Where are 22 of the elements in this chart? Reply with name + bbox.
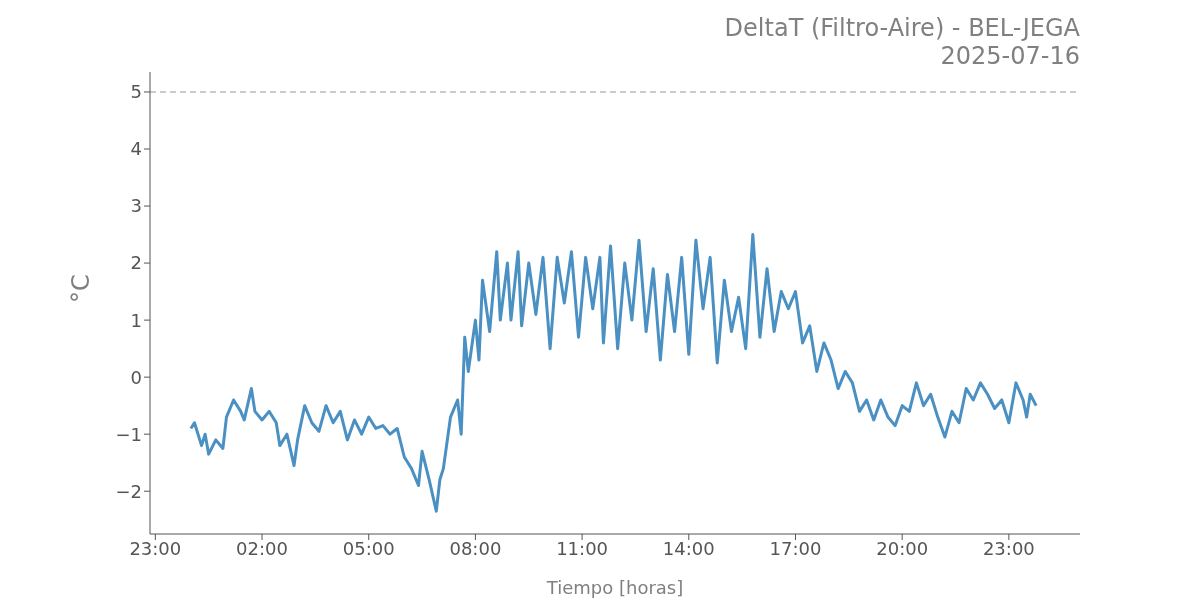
x-tick-label: 08:00 — [449, 537, 502, 559]
line-series — [189, 233, 1038, 513]
y-tick-label: −1 — [115, 423, 142, 445]
x-tick-label: 11:00 — [556, 537, 609, 559]
x-tick-label: 23:00 — [982, 537, 1035, 559]
y-tick-label: 2 — [130, 252, 142, 274]
x-axis-title: Tiempo [horas] — [545, 577, 684, 598]
x-tick-label: 05:00 — [342, 537, 395, 559]
x-tick-label: 23:00 — [129, 537, 182, 559]
y-tick-label: 4 — [130, 138, 142, 160]
x-tick-label: 17:00 — [769, 537, 822, 559]
chart-subtitle: 2025-07-16 — [939, 42, 1080, 70]
y-tick-label: 5 — [130, 81, 142, 103]
chart-title: DeltaT (Filtro-Aire) - BEL-JEGA — [724, 14, 1080, 42]
y-tick-label: 3 — [130, 195, 142, 217]
x-tick-label: 20:00 — [876, 537, 929, 559]
y-tick-label: −2 — [115, 480, 142, 502]
y-axis-title: °C — [66, 274, 95, 303]
y-tick-label: 1 — [130, 309, 142, 331]
x-tick-label: 02:00 — [236, 537, 288, 559]
y-tick-label: 0 — [130, 366, 142, 388]
x-tick-label: 14:00 — [662, 537, 715, 559]
